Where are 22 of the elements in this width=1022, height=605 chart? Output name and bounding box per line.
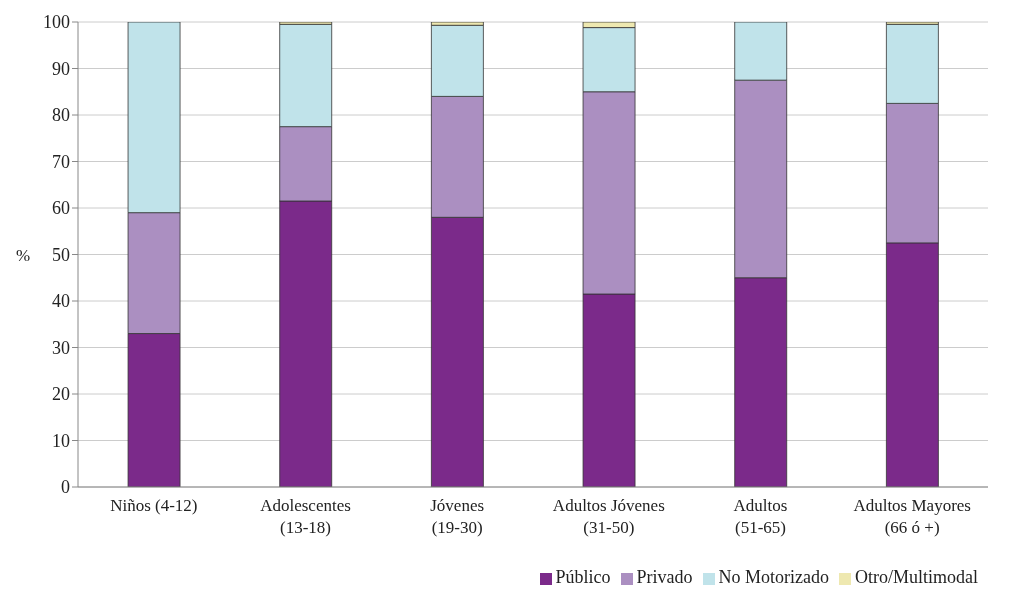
x-tick-label: Jóvenes (19-30)	[430, 496, 485, 537]
legend-label: No Motorizado	[718, 567, 829, 587]
x-tick-label: Adultos Jóvenes (31-50)	[552, 496, 665, 537]
x-tick-label: Adultos (51-65)	[733, 496, 788, 537]
y-tick-label: 30	[52, 337, 70, 358]
legend-label: Público	[555, 567, 611, 587]
y-tick-label: 10	[52, 430, 70, 451]
y-tick-label: 90	[52, 58, 70, 79]
y-tick-label: 80	[52, 105, 70, 126]
y-tick-label: 70	[52, 151, 70, 172]
x-tick-label: Adultos Mayores (66 ó +)	[853, 496, 971, 537]
y-axis-title: %	[16, 245, 31, 265]
legend-label: Otro/Multimodal	[855, 567, 978, 587]
x-tick-label: Niños (4-12)	[110, 496, 198, 515]
x-tick-label: Adolescentes (13-18)	[260, 496, 351, 537]
legend-label: Privado	[636, 567, 693, 587]
y-tick-label: 50	[52, 244, 70, 265]
y-tick-label: 40	[52, 291, 70, 312]
y-tick-label: 60	[52, 198, 70, 219]
y-tick-label: 100	[43, 12, 70, 33]
y-tick-label: 20	[52, 384, 70, 405]
y-tick-label: 0	[61, 477, 70, 498]
